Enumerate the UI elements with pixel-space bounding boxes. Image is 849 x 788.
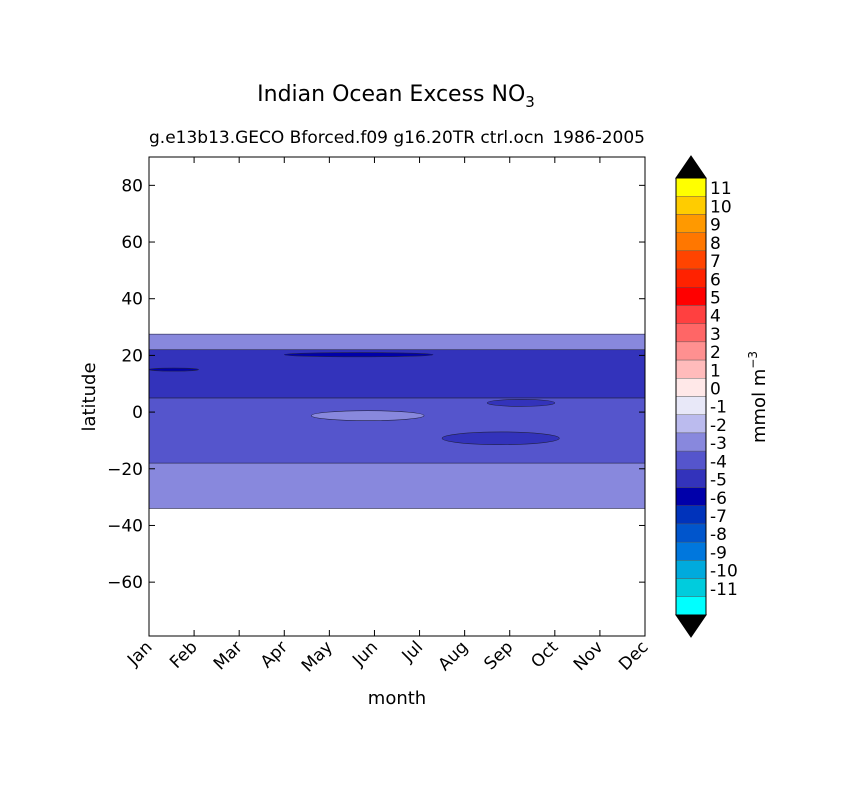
- y-tick-label: 20: [121, 346, 143, 366]
- contour-patch: [441, 431, 560, 445]
- colorbar-swatch: [675, 177, 707, 197]
- x-axis-label: month: [368, 688, 426, 709]
- colorbar-tick-label: -9: [710, 543, 727, 563]
- x-tick-label: Oct: [527, 637, 562, 672]
- y-tick-label: −60: [107, 573, 143, 593]
- x-tick-label: Jun: [348, 637, 382, 671]
- x-tick-label: Jan: [123, 637, 156, 670]
- colorbar-swatch: [675, 432, 707, 452]
- y-tick-label: −40: [107, 516, 143, 536]
- plot-area: Jan Feb Mar Apr May Jun Jul Aug Sep Oct Nov Dec 80 6…: [107, 156, 653, 676]
- x-tick-label: Aug: [435, 637, 473, 675]
- x-tick-label: May: [298, 637, 337, 676]
- colorbar-tick-label: 4: [710, 307, 721, 327]
- contour-patches: [148, 352, 560, 445]
- colorbar-swatch: [675, 523, 707, 543]
- y-axis-ticks: 80 60 40 20 0 −20 −40 −60: [107, 176, 645, 593]
- colorbar-swatch: [675, 378, 707, 397]
- colorbar-tick-label: -4: [710, 452, 727, 472]
- colorbar-tick-label: -11: [710, 580, 738, 600]
- colorbar-swatch: [675, 287, 707, 306]
- x-tick-label: Mar: [210, 637, 247, 674]
- colorbar-tick-label: 10: [710, 197, 732, 217]
- colorbar-tick-label: 2: [710, 343, 721, 363]
- colorbar-tick-label: 6: [710, 270, 721, 290]
- colorbar-frame: [675, 177, 707, 616]
- colorbar-swatch: [675, 541, 707, 561]
- colorbar-tick-label: 8: [710, 234, 721, 254]
- colorbar-tick-label: -8: [710, 525, 727, 545]
- colorbar-swatch: [675, 359, 707, 379]
- colorbar-tick-label: -3: [710, 434, 727, 454]
- contour-patch: [283, 352, 434, 358]
- y-tick-label: 60: [121, 233, 143, 253]
- contour-patch: [486, 399, 556, 407]
- contour-patch: [311, 410, 425, 421]
- x-tick-label: Apr: [257, 637, 292, 672]
- contour-band: [148, 397, 646, 464]
- colorbar-swatch: [675, 396, 707, 415]
- colorbar-swatch: [675, 250, 707, 270]
- colorbar-swatch: [675, 505, 707, 525]
- x-tick-label: Feb: [166, 637, 201, 672]
- colorbar-extend-bottom: [675, 614, 707, 638]
- y-tick-label: 80: [121, 176, 143, 196]
- chart-subtitle-left: g.e13b13.GECO Bforced.f09 g16.20TR ctrl.…: [149, 128, 544, 148]
- x-tick-label: Dec: [615, 637, 652, 674]
- chart-subtitle-right: 1986-2005: [552, 128, 645, 148]
- y-tick-label: −20: [107, 460, 143, 480]
- colorbar-tick-label: 11: [710, 179, 732, 199]
- colorbar-swatch: [675, 578, 707, 597]
- colorbar-tick-label: -5: [710, 471, 727, 491]
- x-tick-label: Jul: [398, 637, 427, 666]
- y-tick-label: 40: [121, 290, 143, 310]
- colorbar-tick-label: 3: [710, 325, 721, 345]
- colorbar-tick-label: -10: [710, 562, 738, 582]
- colorbar-swatch: [675, 341, 707, 361]
- x-tick-label: Sep: [480, 637, 517, 674]
- colorbar-label: mmol m−3: [746, 351, 770, 443]
- colorbar-swatch: [675, 596, 707, 616]
- colorbar-swatch: [675, 214, 707, 233]
- colorbar-swatch: [675, 196, 707, 215]
- contour-band: [148, 349, 646, 399]
- colorbar-swatch: [675, 560, 707, 579]
- colorbar-swatch: [675, 268, 707, 288]
- colorbar-tick-label: 9: [710, 216, 721, 236]
- colorbar-swatch: [675, 305, 707, 324]
- plot-frame: [148, 156, 646, 637]
- y-tick-label: 0: [132, 403, 143, 423]
- colorbar-swatch: [675, 487, 707, 506]
- colorbar-swatch: [675, 450, 707, 470]
- colorbar-tick-label: -7: [710, 507, 727, 527]
- y-axis-label: latitude: [79, 362, 100, 431]
- colorbar-tick-label: -1: [710, 398, 727, 418]
- colorbar-swatch: [675, 469, 707, 488]
- colorbar-swatch: [675, 232, 707, 252]
- contour-bands: [148, 333, 646, 509]
- colorbar-tick-label: 7: [710, 252, 721, 272]
- colorbar-tick-label: -2: [710, 416, 727, 436]
- colorbar-swatch: [675, 414, 707, 434]
- colorbar-swatch: [675, 323, 707, 343]
- chart-title: Indian Ocean Excess NO3: [257, 82, 535, 111]
- colorbar-extend-top: [675, 155, 707, 179]
- colorbar-tick-label: 5: [710, 288, 721, 308]
- colorbar-tick-label: 1: [710, 361, 721, 381]
- contour-patch: [148, 367, 199, 372]
- colorbar-tick-label: -6: [710, 489, 727, 509]
- x-tick-label: Nov: [570, 637, 608, 675]
- colorbar-tick-label: 0: [710, 380, 721, 400]
